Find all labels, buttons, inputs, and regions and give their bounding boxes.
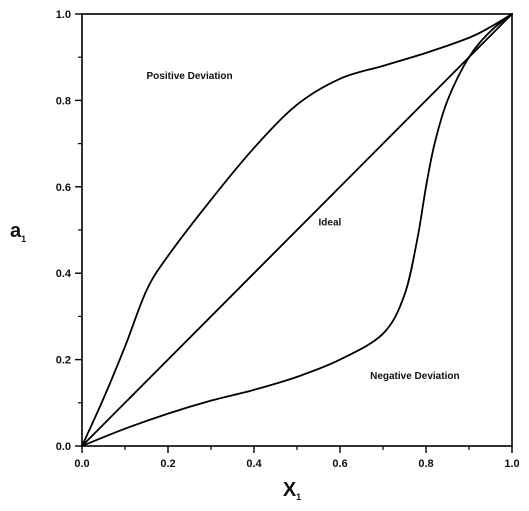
y-axis-title-subscript: 1 — [21, 234, 26, 244]
annotation-positive-deviation: Positive Deviation — [147, 71, 233, 82]
y-tick-label: 0.6 — [56, 182, 71, 194]
series-layer — [81, 13, 513, 447]
axis-layer: 0.0 0.2 0.4 0.6 0.8 1.0 0.0 0.2 0.4 0.6 0.8 1.0 — [56, 9, 520, 470]
x-tick-label: 0.2 — [160, 458, 175, 470]
series-line-ideal — [81, 13, 513, 447]
annotation-negative-deviation: Negative Deviation — [370, 371, 459, 382]
y-tick-label: 0.4 — [56, 268, 72, 280]
x-tick-label: 1.0 — [504, 458, 519, 470]
annotation-layer: Positive Deviation Ideal Negative Deviatio… — [147, 71, 460, 382]
x-axis-title-main: X — [283, 479, 297, 501]
y-tick-label: 0.2 — [56, 355, 71, 367]
annotation-ideal: Ideal — [319, 218, 342, 229]
x-tick-label: 0.0 — [74, 458, 89, 470]
y-axis-title-main: a — [10, 220, 22, 242]
x-tick-label: 0.6 — [332, 458, 347, 470]
y-tick-label: 0.8 — [56, 95, 71, 107]
series-line-positive-deviation — [81, 13, 513, 447]
x-axis-title: X1 — [283, 479, 301, 502]
x-tick-label: 0.4 — [246, 458, 262, 470]
y-tick-label: 0.0 — [56, 441, 71, 453]
x-tick-label: 0.8 — [418, 458, 433, 470]
series-line-negative-deviation — [81, 13, 513, 447]
y-tick-label: 1.0 — [56, 9, 71, 21]
x-axis-title-subscript: 1 — [296, 492, 301, 502]
y-axis-title: a1 — [10, 220, 26, 244]
